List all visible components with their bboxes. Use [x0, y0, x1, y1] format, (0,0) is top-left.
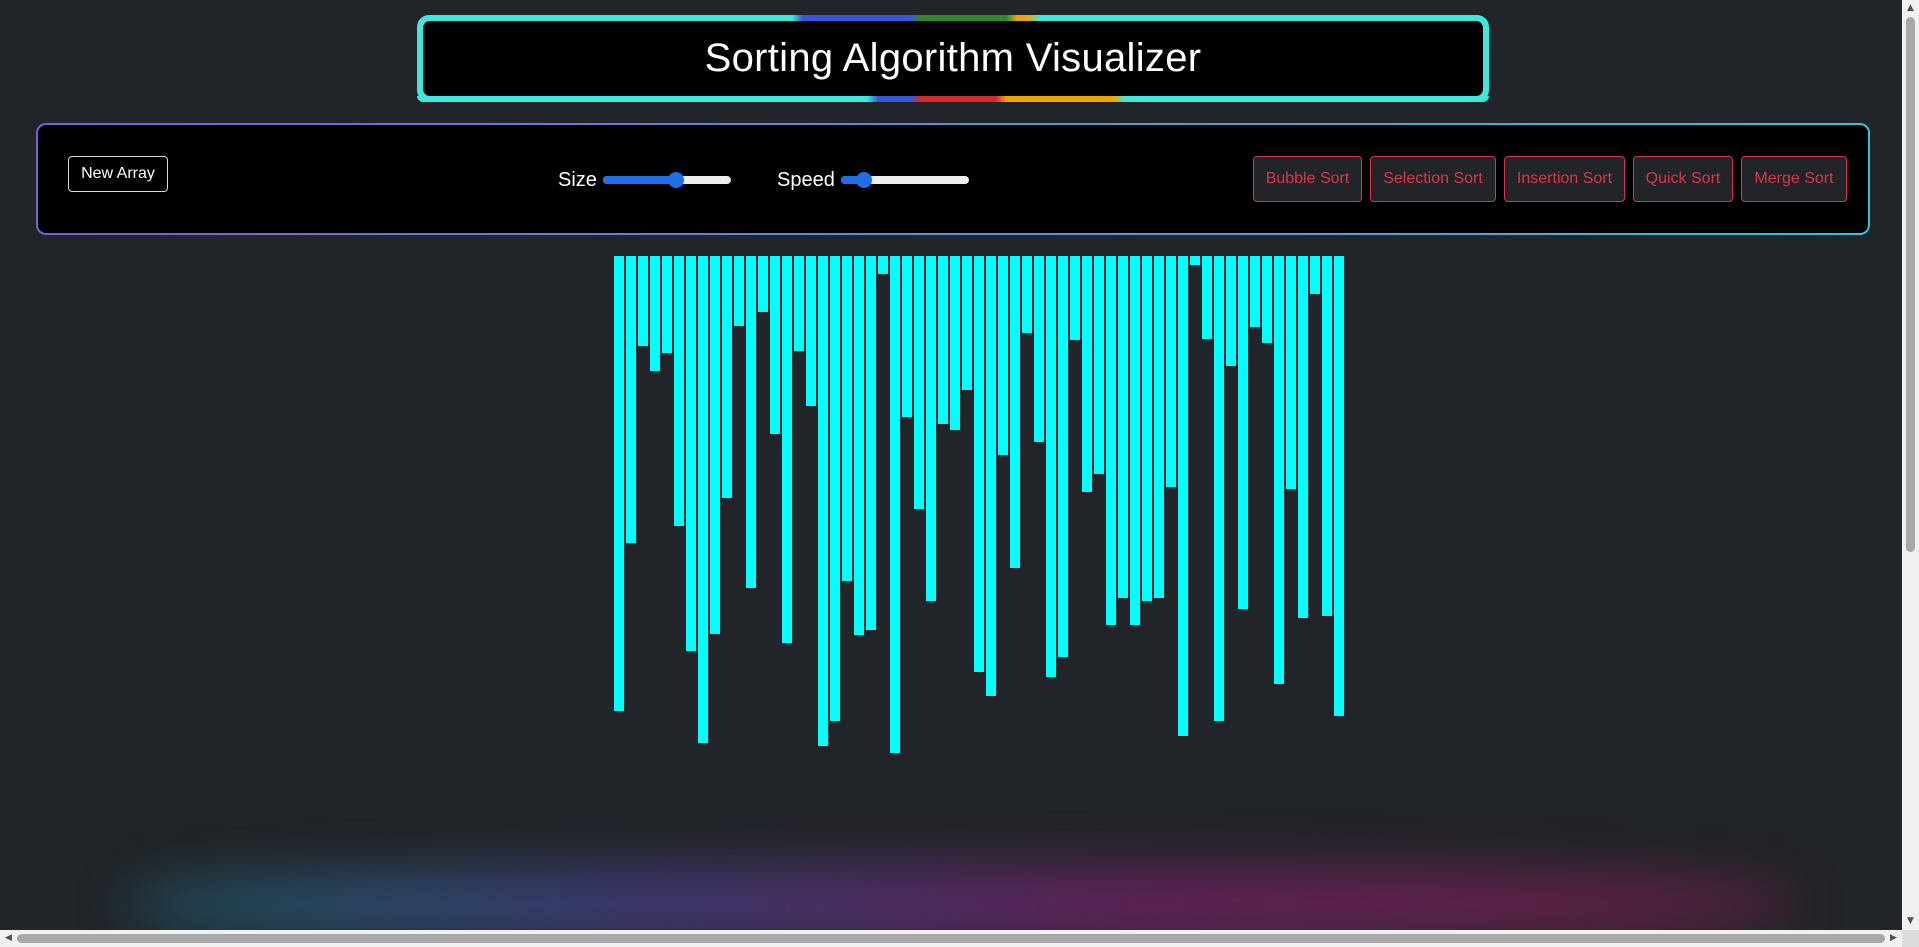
array-bar	[1238, 256, 1248, 609]
array-bar	[662, 256, 672, 353]
array-bar	[830, 256, 840, 721]
array-bar	[770, 256, 780, 434]
array-bar	[710, 256, 720, 634]
new-array-button[interactable]: New Array	[68, 156, 168, 192]
array-bar	[926, 256, 936, 601]
array-bar	[1022, 256, 1032, 333]
array-bar	[1154, 256, 1164, 598]
array-bar	[698, 256, 708, 743]
vertical-scrollbar[interactable]: ▲ ▼	[1902, 0, 1919, 930]
array-bar	[854, 256, 864, 635]
array-bar	[866, 256, 876, 630]
horizontal-scroll-thumb[interactable]	[17, 934, 1885, 943]
array-bar	[878, 256, 888, 274]
array-bar	[674, 256, 684, 526]
speed-slider[interactable]	[840, 172, 969, 188]
title-panel: Sorting Algorithm Visualizer	[423, 21, 1483, 96]
array-bar	[1190, 256, 1200, 265]
bubble-sort-button[interactable]: Bubble Sort	[1253, 156, 1362, 202]
array-bar	[1298, 256, 1308, 618]
array-bar	[974, 256, 984, 672]
array-bar	[1214, 256, 1224, 721]
merge-sort-button[interactable]: Merge Sort	[1741, 156, 1847, 202]
array-bars	[614, 256, 1344, 756]
array-bar	[746, 256, 756, 588]
array-bar	[794, 256, 804, 351]
array-bar	[1046, 256, 1056, 677]
speed-control: Speed	[777, 163, 969, 197]
array-bar	[1310, 256, 1320, 294]
quick-sort-button[interactable]: Quick Sort	[1633, 156, 1733, 202]
array-bar	[1094, 256, 1104, 474]
array-bar	[1118, 256, 1128, 598]
size-slider[interactable]	[602, 172, 731, 188]
array-bar	[1334, 256, 1344, 716]
array-bar	[614, 256, 624, 711]
array-bar	[1322, 256, 1332, 616]
array-bar	[986, 256, 996, 696]
array-bar	[1262, 256, 1272, 343]
array-bar	[1070, 256, 1080, 340]
array-bar	[818, 256, 828, 746]
speed-slider-thumb[interactable]	[855, 172, 872, 188]
array-bar	[758, 256, 768, 312]
array-bar	[1202, 256, 1212, 339]
array-bar	[1058, 256, 1068, 657]
array-bar	[1106, 256, 1116, 625]
insertion-sort-button[interactable]: Insertion Sort	[1504, 156, 1625, 202]
scroll-right-icon[interactable]: ▶	[1890, 933, 1897, 943]
size-label: Size	[558, 168, 597, 191]
array-bar	[1082, 256, 1092, 492]
array-bar	[962, 256, 972, 390]
speed-label: Speed	[777, 168, 835, 191]
array-bar	[938, 256, 948, 424]
array-bar	[626, 256, 636, 543]
array-bar	[998, 256, 1008, 455]
title-banner: Sorting Algorithm Visualizer	[417, 15, 1489, 102]
array-bar	[734, 256, 744, 326]
array-bar	[1274, 256, 1284, 684]
array-bar	[650, 256, 660, 371]
array-bar	[1286, 256, 1296, 489]
array-bar	[722, 256, 732, 498]
selection-sort-button[interactable]: Selection Sort	[1370, 156, 1496, 202]
array-bar	[1130, 256, 1140, 625]
size-slider-thumb[interactable]	[667, 172, 684, 188]
array-bar	[1250, 256, 1260, 327]
scroll-down-icon[interactable]: ▼	[1907, 916, 1914, 926]
array-bar	[914, 256, 924, 509]
speed-slider-fill	[840, 176, 864, 184]
array-bar	[950, 256, 960, 430]
array-bar	[1178, 256, 1188, 736]
array-bar	[890, 256, 900, 753]
array-bar	[1010, 256, 1020, 568]
scroll-left-icon[interactable]: ◀	[5, 933, 12, 943]
size-control: Size	[558, 163, 731, 197]
array-bar	[1166, 256, 1176, 487]
array-bar	[1034, 256, 1044, 442]
scroll-up-icon[interactable]: ▲	[1907, 3, 1914, 13]
array-bar	[902, 256, 912, 417]
array-bar	[842, 256, 852, 581]
array-bar	[686, 256, 696, 651]
scrollbar-corner	[1902, 930, 1919, 947]
array-bar	[638, 256, 648, 346]
array-bar	[1226, 256, 1236, 366]
control-panel: New Array Size Speed Bubble Sort Selecti…	[36, 123, 1870, 235]
vertical-scroll-thumb[interactable]	[1906, 17, 1915, 552]
array-bar	[1142, 256, 1152, 601]
page-title: Sorting Algorithm Visualizer	[704, 36, 1202, 80]
array-bar	[782, 256, 792, 643]
array-bar	[806, 256, 816, 406]
background-glow	[120, 870, 1800, 940]
horizontal-scrollbar[interactable]: ◀ ▶	[0, 930, 1902, 947]
size-slider-fill	[602, 176, 676, 184]
